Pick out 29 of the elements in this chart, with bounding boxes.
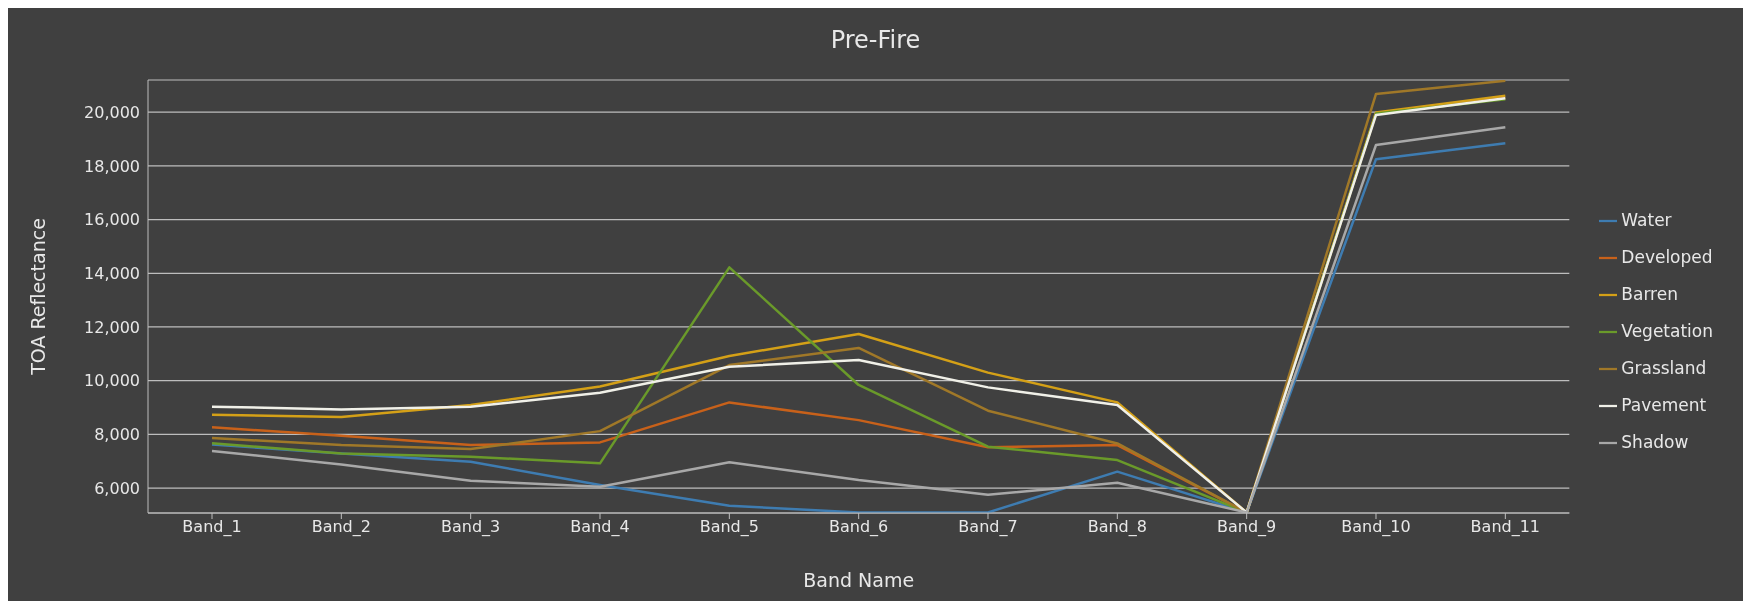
x-tick-label: Band_11 (1470, 517, 1541, 538)
y-tick-label: 16,000 (84, 210, 140, 230)
x-tick-label: Band_9 (1217, 517, 1277, 538)
x-tick-label: Band_6 (829, 517, 889, 538)
y-tick-label: 10,000 (84, 371, 140, 391)
y-tick-label: 12,000 (84, 317, 140, 337)
legend-label: Vegetation (1621, 321, 1713, 341)
x-tick-label: Band_2 (311, 517, 371, 538)
legend-label: Pavement (1621, 395, 1707, 415)
x-axis-title: Band Name (803, 569, 915, 591)
legend-label: Shadow (1621, 432, 1689, 452)
legend-label: Water (1621, 210, 1672, 230)
y-tick-label: 14,000 (84, 263, 140, 283)
legend-label: Barren (1621, 284, 1678, 304)
y-tick-label: 18,000 (84, 156, 140, 176)
x-tick-label: Band_10 (1341, 517, 1411, 538)
x-tick-label: Band_4 (570, 517, 630, 538)
x-tick-label: Band_8 (1087, 517, 1147, 538)
legend-label: Developed (1621, 247, 1713, 267)
y-tick-label: 6,000 (94, 478, 140, 498)
x-tick-label: Band_3 (441, 517, 501, 538)
x-tick-label: Band_7 (958, 517, 1018, 538)
x-tick-label: Band_5 (699, 517, 759, 538)
y-axis-title: TOA Reflectance (26, 218, 49, 376)
y-tick-label: 8,000 (94, 425, 140, 445)
x-tick-label: Band_1 (182, 517, 242, 538)
legend-label: Grassland (1621, 358, 1707, 378)
y-tick-label: 20,000 (84, 102, 140, 122)
chart-title: Pre-Fire (829, 25, 922, 56)
